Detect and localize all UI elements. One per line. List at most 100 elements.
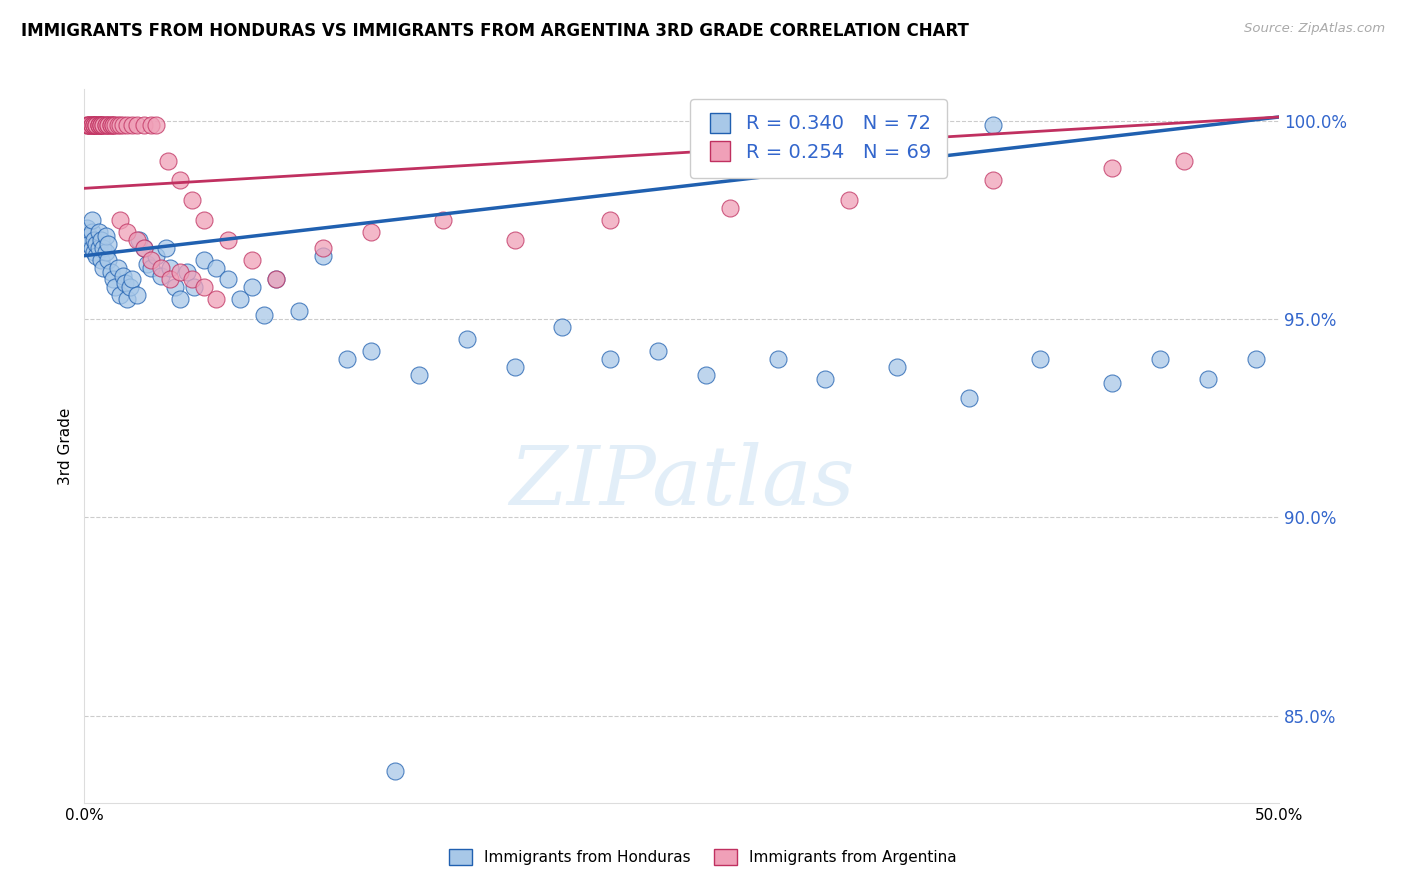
Point [169, 293, 191, 307]
Point [87, 225, 110, 239]
Point [93, 260, 115, 275]
Point [132, 118, 156, 132]
Point [599, 351, 621, 366]
Legend: R = 0.340   N = 72, R = 0.254   N = 69: R = 0.340 N = 72, R = 0.254 N = 69 [690, 99, 948, 178]
Point [93, 118, 115, 132]
Point [886, 359, 908, 374]
Point [77, 118, 100, 132]
Point [125, 288, 148, 302]
Point [97, 118, 120, 132]
Point [97, 252, 120, 267]
Point [128, 233, 150, 247]
Point [181, 193, 204, 207]
Point [100, 118, 122, 132]
Point [312, 249, 335, 263]
Point [111, 118, 134, 132]
Point [107, 118, 129, 132]
Point [111, 268, 134, 283]
Point [90, 118, 112, 132]
Point [183, 280, 205, 294]
Point [77, 118, 100, 132]
Point [97, 236, 120, 251]
Point [101, 118, 124, 132]
Point [80, 241, 103, 255]
Point [83, 118, 105, 132]
Point [104, 280, 127, 294]
Point [503, 359, 526, 374]
Point [80, 118, 103, 132]
Point [83, 233, 105, 247]
Point [432, 213, 454, 227]
Point [193, 252, 215, 267]
Point [86, 118, 108, 132]
Point [94, 118, 117, 132]
Point [1101, 376, 1123, 390]
Point [76, 118, 98, 132]
Point [695, 368, 717, 382]
Point [93, 118, 115, 132]
Point [135, 257, 157, 271]
Point [80, 225, 103, 239]
Point [384, 764, 406, 778]
Point [141, 252, 163, 267]
Point [149, 260, 172, 275]
Point [205, 293, 228, 307]
Point [77, 228, 100, 243]
Point [83, 118, 105, 132]
Point [1244, 351, 1267, 366]
Legend: Immigrants from Honduras, Immigrants from Argentina: Immigrants from Honduras, Immigrants fro… [443, 843, 963, 871]
Point [87, 118, 110, 132]
Point [110, 118, 132, 132]
Point [229, 293, 252, 307]
Point [149, 268, 172, 283]
Point [94, 118, 117, 132]
Point [157, 153, 180, 168]
Point [957, 392, 980, 406]
Point [83, 118, 105, 132]
Point [264, 272, 287, 286]
Point [456, 332, 478, 346]
Point [76, 118, 98, 132]
Text: Source: ZipAtlas.com: Source: ZipAtlas.com [1244, 22, 1385, 36]
Point [114, 277, 136, 291]
Point [205, 260, 228, 275]
Point [360, 225, 382, 239]
Point [117, 225, 139, 239]
Point [86, 118, 108, 132]
Point [125, 118, 148, 132]
Text: IMMIGRANTS FROM HONDURAS VS IMMIGRANTS FROM ARGENTINA 3RD GRADE CORRELATION CHAR: IMMIGRANTS FROM HONDURAS VS IMMIGRANTS F… [21, 22, 969, 40]
Point [503, 233, 526, 247]
Point [86, 249, 108, 263]
Point [76, 221, 98, 235]
Point [77, 118, 100, 132]
Point [193, 213, 215, 227]
Text: ZIPatlas: ZIPatlas [509, 442, 855, 522]
Point [90, 118, 112, 132]
Point [159, 260, 181, 275]
Y-axis label: 3rd Grade: 3rd Grade [58, 408, 73, 484]
Point [86, 118, 108, 132]
Point [117, 293, 139, 307]
Point [169, 173, 191, 187]
Point [87, 241, 110, 255]
Point [101, 118, 124, 132]
Point [155, 241, 177, 255]
Point [107, 260, 129, 275]
Point [110, 213, 132, 227]
Point [1101, 161, 1123, 176]
Point [80, 118, 103, 132]
Point [125, 233, 148, 247]
Point [97, 118, 120, 132]
Point [141, 118, 163, 132]
Point [176, 264, 198, 278]
Point [288, 304, 311, 318]
Point [766, 351, 789, 366]
Point [240, 252, 263, 267]
Point [159, 272, 181, 286]
Point [104, 118, 127, 132]
Point [145, 118, 167, 132]
Point [253, 308, 276, 322]
Point [312, 241, 335, 255]
Point [599, 213, 621, 227]
Point [1173, 153, 1195, 168]
